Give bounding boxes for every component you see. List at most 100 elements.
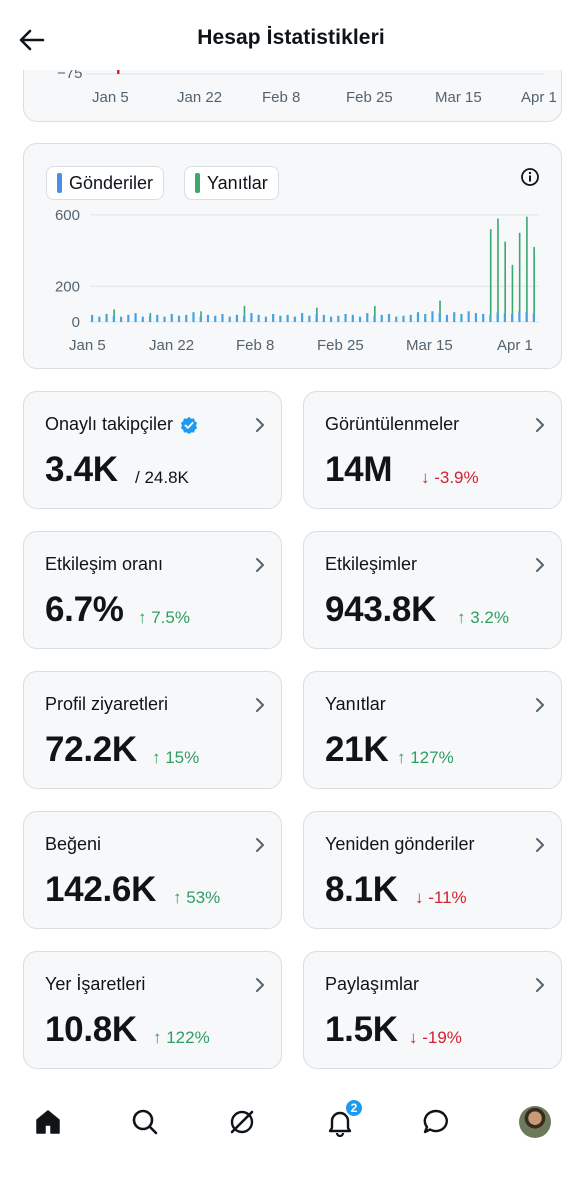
search-icon	[132, 1109, 158, 1135]
chevron-right-icon	[536, 838, 544, 852]
chart-bar-gonderiler	[322, 314, 325, 322]
chart-bar-yanitlar	[439, 300, 441, 322]
chart-bar-gonderiler	[474, 313, 478, 322]
nav-profile[interactable]	[513, 1100, 557, 1144]
stat-label-text: Yeniden gönderiler	[325, 834, 475, 854]
y-tick-label: 0	[72, 314, 80, 331]
chart-bar-gonderiler	[380, 314, 383, 322]
chart-bar-yanitlar	[511, 264, 514, 322]
chart-bar-yanitlar	[489, 229, 492, 322]
chart-bar-gonderiler	[119, 316, 123, 322]
legend-swatch-green	[195, 173, 200, 193]
stat-label-text: Görüntülenmeler	[325, 414, 460, 434]
legend-swatch-blue	[57, 173, 62, 193]
chart-bar-gonderiler	[170, 313, 173, 322]
stat-change: ↑ 122%	[153, 1028, 210, 1047]
stat-card[interactable]: Paylaşımlar 1.5K ↓ -19%	[303, 951, 562, 1069]
stat-card[interactable]: Görüntülenmeler 14M ↓ -3.9%	[303, 391, 562, 509]
x-tick-label: Jan 5	[92, 89, 129, 106]
nav-messages[interactable]	[414, 1100, 458, 1144]
activity-chart: 600 200 0 Jan 5 Jan 22 Feb 8 Feb 25 Mar 15 Apr 1	[55, 207, 539, 354]
chart-bar-gonderiler	[243, 315, 246, 322]
chart-bar-gonderiler	[264, 316, 268, 322]
stat-change: ↓ -19%	[409, 1028, 462, 1047]
chart-bar-gonderiler	[293, 316, 296, 322]
chart-bar-gonderiler	[518, 311, 521, 322]
activity-chart-card: Gönderiler Yanıtlar 600 200 0 Jan 5 Jan 22 Fe…	[23, 143, 562, 369]
stat-card[interactable]: Profil ziyaretleri 72.2K ↑ 15%	[23, 671, 282, 789]
chart-bar-gonderiler	[395, 316, 398, 322]
stat-change: ↑ 15%	[152, 748, 200, 767]
message-icon	[423, 1109, 448, 1134]
x-tick-label: Apr 1	[497, 337, 533, 354]
stat-value: 943.8K	[325, 590, 437, 629]
chart-bar-gonderiler	[286, 314, 289, 322]
nav-search[interactable]	[123, 1100, 167, 1144]
stat-card[interactable]: Yer İşaretleri 10.8K ↑ 122%	[23, 951, 282, 1069]
stat-label-text: Profil ziyaretleri	[45, 694, 169, 714]
stat-value: 14M	[325, 450, 393, 489]
chart-bar-gonderiler	[185, 314, 188, 322]
chart-bar-gonderiler	[315, 313, 318, 322]
chart-bar-gonderiler	[156, 314, 159, 322]
avatar	[519, 1106, 551, 1138]
stat-label-text: Beğeni	[45, 834, 102, 854]
chart-bar-gonderiler	[214, 315, 217, 322]
nav-grok[interactable]	[220, 1100, 264, 1144]
chart-bar-gonderiler	[445, 314, 449, 322]
chart-bar-gonderiler	[228, 316, 231, 322]
stat-change: ↑ 127%	[397, 748, 454, 767]
back-button[interactable]	[14, 22, 50, 58]
chart-bar-yanitlar	[526, 216, 528, 322]
stat-value: 3.4K	[45, 450, 118, 489]
chart-bar-gonderiler	[337, 315, 340, 322]
legend-yanitlar[interactable]: Yanıtlar	[184, 166, 279, 200]
stat-value: 142.6K	[45, 870, 157, 909]
chart-bar-gonderiler	[373, 315, 376, 322]
chevron-right-icon	[536, 698, 544, 712]
chart-bar-gonderiler	[221, 313, 224, 322]
stat-value: 72.2K	[45, 730, 137, 769]
chart-bar-gonderiler	[482, 313, 485, 322]
chevron-right-icon	[536, 418, 544, 432]
bottom-navigation: 2	[0, 1080, 582, 1199]
stat-label: Etkileşim oranı	[45, 554, 163, 575]
stat-value: 8.1K	[325, 870, 398, 909]
nav-home[interactable]	[26, 1100, 70, 1144]
x-tick-label: Feb 25	[346, 89, 393, 106]
stat-card[interactable]: Onaylı takipçiler 3.4K / 24.8K	[23, 391, 282, 509]
chevron-right-icon	[256, 418, 264, 432]
nav-notifications[interactable]: 2	[318, 1098, 364, 1144]
chart-bar-gonderiler	[105, 313, 108, 322]
legend-gonderiler[interactable]: Gönderiler	[46, 166, 165, 200]
chart-bar-yanitlar	[518, 232, 521, 322]
stat-label: Yanıtlar	[325, 694, 386, 715]
chart-bar-gonderiler	[91, 314, 94, 322]
chart-bar	[117, 66, 120, 74]
stat-label: Etkileşimler	[325, 554, 417, 575]
arrow-left-icon	[19, 29, 45, 51]
chart-bar-gonderiler	[148, 315, 152, 322]
chart-bar-gonderiler	[453, 312, 456, 322]
info-icon[interactable]	[519, 166, 541, 188]
chart-bar-gonderiler	[301, 313, 304, 322]
chart-bar-gonderiler	[431, 311, 434, 322]
chevron-right-icon	[256, 698, 264, 712]
stat-card[interactable]: Beğeni 142.6K ↑ 53%	[23, 811, 282, 929]
chart-bar-yanitlar	[533, 247, 535, 322]
chart-bar-gonderiler	[250, 313, 253, 322]
stat-card[interactable]: Yeniden gönderiler 8.1K ↓ -11%	[303, 811, 562, 929]
chart-bar-gonderiler	[409, 314, 412, 322]
stat-value: 21K	[325, 730, 389, 769]
chart-bar-gonderiler	[525, 312, 528, 322]
chart-bar-gonderiler	[206, 314, 210, 322]
stat-card[interactable]: Etkileşimler 943.8K ↑ 3.2%	[303, 531, 562, 649]
stat-label: Beğeni	[45, 834, 101, 855]
stat-change: ↓ -11%	[415, 888, 467, 907]
bell-icon	[328, 1111, 352, 1137]
stat-label-text: Yer İşaretleri	[45, 974, 146, 994]
y-tick-label: 600	[55, 207, 80, 224]
stat-card[interactable]: Yanıtlar 21K ↑ 127%	[303, 671, 562, 789]
stat-card[interactable]: Etkileşim oranı 6.7% ↑ 7.5%	[23, 531, 282, 649]
legend-label: Gönderiler	[69, 172, 154, 193]
